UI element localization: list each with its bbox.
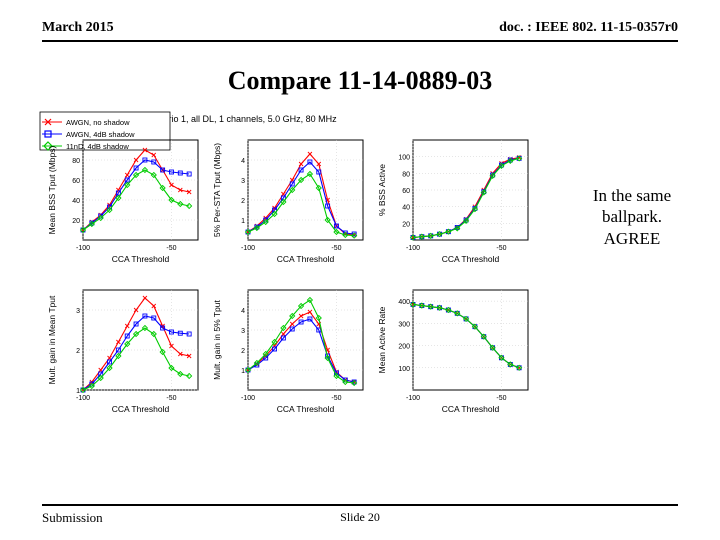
svg-text:AWGN, 4dB shadow: AWGN, 4dB shadow	[66, 130, 135, 139]
svg-text:80: 80	[402, 171, 410, 178]
footer-rule	[42, 504, 678, 506]
svg-text:CCA Threshold: CCA Threshold	[112, 404, 170, 414]
svg-text:400: 400	[398, 299, 410, 306]
svg-text:CCA Threshold: CCA Threshold	[442, 404, 500, 414]
footer-center: Slide 20	[42, 510, 678, 525]
svg-text:100: 100	[398, 366, 410, 373]
svg-text:-50: -50	[166, 395, 176, 402]
svg-text:4: 4	[241, 308, 245, 315]
svg-text:Mean Active Rate: Mean Active Rate	[377, 306, 387, 373]
svg-text:CCA Threshold: CCA Threshold	[442, 254, 500, 264]
svg-text:200: 200	[398, 344, 410, 351]
svg-text:11nD, 4dB shadow: 11nD, 4dB shadow	[66, 142, 129, 151]
svg-text:2: 2	[241, 348, 245, 355]
page-title: Compare 11-14-0889-03	[0, 66, 720, 96]
svg-text:3: 3	[76, 308, 80, 315]
svg-text:Mult. gain in 5% Tput: Mult. gain in 5% Tput	[212, 300, 222, 380]
svg-text:3: 3	[241, 178, 245, 185]
svg-text:Mult. gain in Mean Tput: Mult. gain in Mean Tput	[47, 295, 57, 384]
svg-text:20: 20	[402, 221, 410, 228]
svg-text:CCA Threshold: CCA Threshold	[277, 404, 335, 414]
svg-text:80: 80	[72, 158, 80, 165]
svg-text:40: 40	[402, 205, 410, 212]
header-rule	[42, 40, 678, 42]
svg-text:100: 100	[398, 155, 410, 162]
svg-text:Scenario 1, all DL, 1 channels: Scenario 1, all DL, 1 channels, 5.0 GHz,…	[143, 114, 337, 124]
svg-text:1: 1	[241, 368, 245, 375]
svg-text:60: 60	[402, 188, 410, 195]
svg-text:-50: -50	[496, 395, 506, 402]
svg-text:5% Per-STA Tput (Mbps): 5% Per-STA Tput (Mbps)	[212, 143, 222, 237]
svg-text:% BSS Active: % BSS Active	[377, 164, 387, 216]
header-date: March 2015	[42, 20, 114, 36]
svg-text:-100: -100	[406, 395, 420, 402]
svg-text:4: 4	[241, 158, 245, 165]
annotation-line: In the same	[552, 185, 712, 206]
annotation-line: ballpark.	[552, 206, 712, 227]
svg-text:3: 3	[241, 328, 245, 335]
svg-text:20: 20	[72, 218, 80, 225]
svg-text:-50: -50	[331, 245, 341, 252]
svg-text:AWGN, no shadow: AWGN, no shadow	[66, 118, 130, 127]
annotation-block: In the same ballpark. AGREE	[552, 185, 712, 249]
charts-area: Scenario 1, all DL, 1 channels, 5.0 GHz,…	[38, 110, 720, 440]
svg-text:300: 300	[398, 321, 410, 328]
svg-text:2: 2	[241, 198, 245, 205]
svg-text:2: 2	[76, 348, 80, 355]
header-doc: doc. : IEEE 802. 11-15-0357r0	[499, 20, 678, 36]
svg-text:1: 1	[241, 218, 245, 225]
svg-text:-50: -50	[166, 245, 176, 252]
svg-text:-100: -100	[76, 245, 90, 252]
svg-text:-100: -100	[76, 395, 90, 402]
svg-text:1: 1	[76, 388, 80, 395]
charts-svg: Scenario 1, all DL, 1 channels, 5.0 GHz,…	[38, 110, 548, 440]
svg-text:-100: -100	[406, 245, 420, 252]
svg-text:-100: -100	[241, 245, 255, 252]
svg-text:-50: -50	[331, 395, 341, 402]
svg-text:Mean BSS Tput (Mbps): Mean BSS Tput (Mbps)	[47, 146, 57, 235]
annotation-line: AGREE	[552, 228, 712, 249]
svg-text:CCA Threshold: CCA Threshold	[112, 254, 170, 264]
svg-text:-100: -100	[241, 395, 255, 402]
svg-text:CCA Threshold: CCA Threshold	[277, 254, 335, 264]
svg-text:60: 60	[72, 178, 80, 185]
svg-text:-50: -50	[496, 245, 506, 252]
svg-text:40: 40	[72, 198, 80, 205]
